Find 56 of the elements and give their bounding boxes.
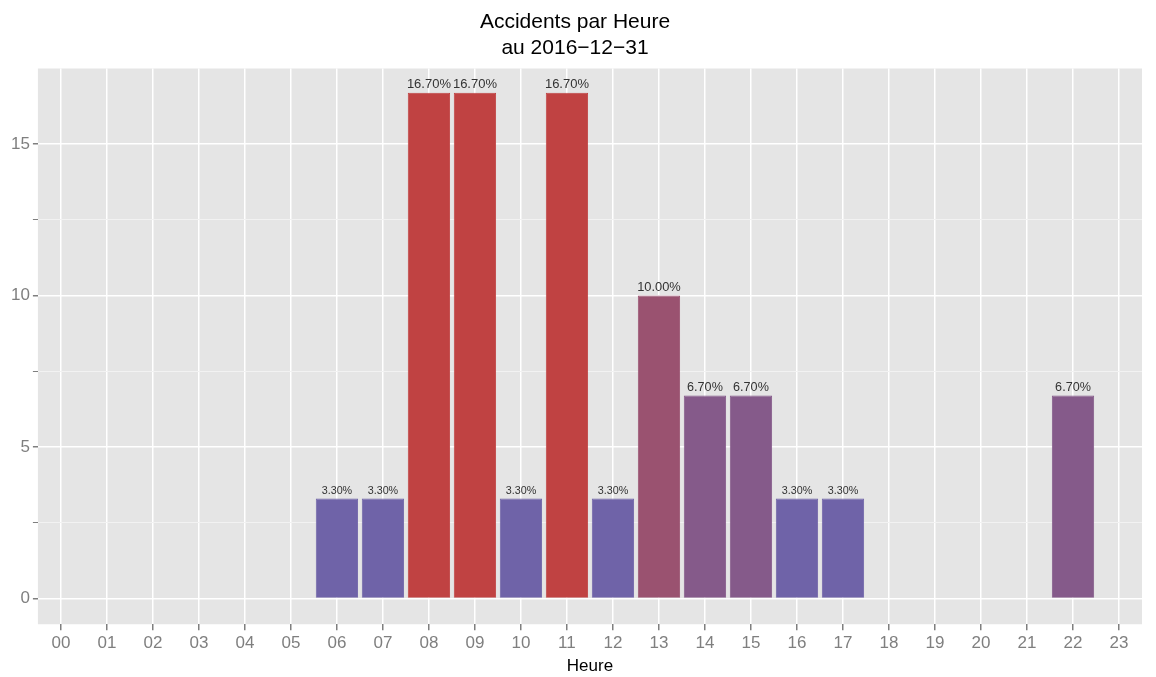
y-tick-label: 0	[20, 588, 30, 608]
x-tick-label: 19	[925, 633, 945, 653]
x-tick-label: 13	[649, 633, 669, 653]
x-tick-label: 16	[787, 633, 807, 653]
data-label: 3.30%	[781, 484, 813, 497]
x-tick-label: 14	[695, 633, 715, 653]
bar	[637, 295, 681, 598]
x-tick-label: 02	[143, 633, 163, 653]
bar	[683, 395, 727, 598]
bar	[729, 395, 773, 598]
bar	[453, 92, 497, 598]
data-label: 6.70%	[733, 379, 769, 394]
x-tick-label: 12	[603, 633, 623, 653]
data-label: 3.30%	[597, 484, 629, 497]
x-tick-label: 03	[189, 633, 209, 653]
x-tick-label: 18	[879, 633, 899, 653]
x-tick-label: 17	[833, 633, 853, 653]
bar	[545, 92, 589, 598]
x-axis-title: Heure	[566, 656, 614, 676]
x-tick-label: 20	[971, 633, 991, 653]
x-tick-label: 06	[327, 633, 347, 653]
x-tick-label: 11	[558, 633, 576, 653]
bar	[775, 498, 819, 598]
data-label: 3.30%	[367, 484, 399, 497]
x-tick-label: 00	[51, 633, 71, 653]
bar	[591, 498, 635, 598]
data-label: 3.30%	[505, 484, 537, 497]
y-tick-label: 10	[10, 285, 30, 305]
x-tick-label: 08	[419, 633, 439, 653]
bar	[821, 498, 865, 598]
x-tick-label: 05	[281, 633, 301, 653]
data-label: 6.70%	[687, 379, 723, 394]
data-label: 16.70%	[406, 75, 452, 91]
bar	[361, 498, 405, 598]
data-label: 6.70%	[1055, 379, 1091, 394]
x-tick-label: 21	[1017, 633, 1037, 653]
y-tick-label: 15	[10, 133, 30, 153]
x-tick-label: 22	[1063, 633, 1083, 653]
data-label: 3.30%	[827, 484, 859, 497]
data-label: 16.70%	[544, 75, 590, 91]
bar	[315, 498, 359, 598]
x-tick-label: 23	[1109, 633, 1129, 653]
x-tick-label: 10	[511, 633, 531, 653]
bar	[499, 498, 543, 598]
bar	[1051, 395, 1095, 598]
x-tick-label: 07	[373, 633, 393, 653]
y-tick-label: 5	[20, 436, 30, 456]
chart-title: Accidents par Heure au 2016−12−31	[479, 9, 671, 58]
x-tick-label: 09	[465, 633, 485, 653]
bar	[407, 92, 451, 598]
data-label: 16.70%	[452, 75, 498, 91]
x-tick-label: 15	[741, 633, 761, 653]
data-label: 3.30%	[321, 484, 353, 497]
data-label: 10.00%	[637, 278, 681, 294]
x-tick-label: 01	[97, 633, 117, 653]
x-tick-label: 04	[235, 633, 255, 653]
